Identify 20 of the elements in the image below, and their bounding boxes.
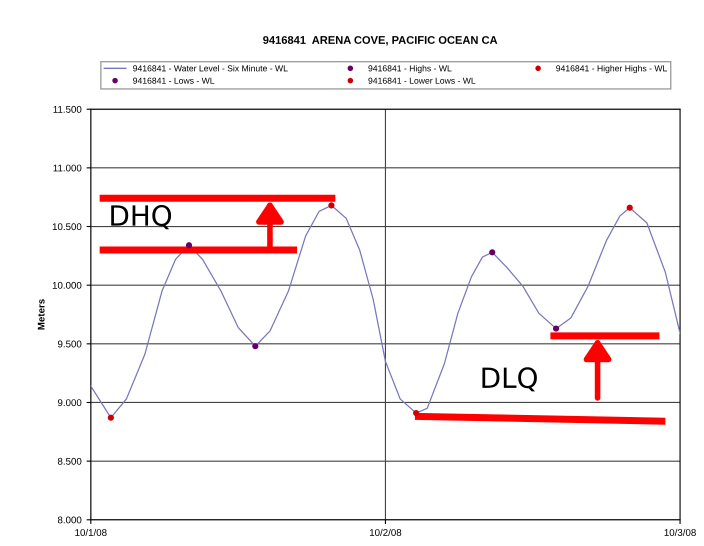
y-tick-label: 9.000 xyxy=(58,399,82,406)
legend-label: 9416841 - Lows - WL xyxy=(133,78,214,84)
x-tick-label: 10/1/08 xyxy=(75,528,107,536)
legend-label: 9416841 - Higher Highs - WL xyxy=(556,65,668,74)
x-tick-label: 10/3/08 xyxy=(664,528,696,536)
chart-title: 9416841 ARENA COVE, PACIFIC OCEAN CA xyxy=(263,36,498,46)
y-tick-label: 8.500 xyxy=(58,458,82,465)
legend-label: 9416841 - Lower Lows - WL xyxy=(368,78,476,84)
annotation: DHQ xyxy=(111,205,172,230)
y-tick-label: 10.000 xyxy=(52,282,82,289)
legend-label: 9416841 - Highs - WL xyxy=(368,65,452,74)
y-tick-label: 9.500 xyxy=(58,340,82,348)
y-tick-label: 8.000 xyxy=(58,516,82,524)
x-tick-label: 10/2/08 xyxy=(370,528,402,536)
y-tick-label: 10.500 xyxy=(52,223,82,230)
y-axis-title: Meters xyxy=(38,299,45,330)
legend-label: 9416841 - Water Level - Six Minute - WL xyxy=(133,65,288,72)
y-tick-label: 11.000 xyxy=(54,164,82,172)
annotation: DLQ xyxy=(482,367,537,392)
y-tick-label: 11.500 xyxy=(54,106,82,113)
